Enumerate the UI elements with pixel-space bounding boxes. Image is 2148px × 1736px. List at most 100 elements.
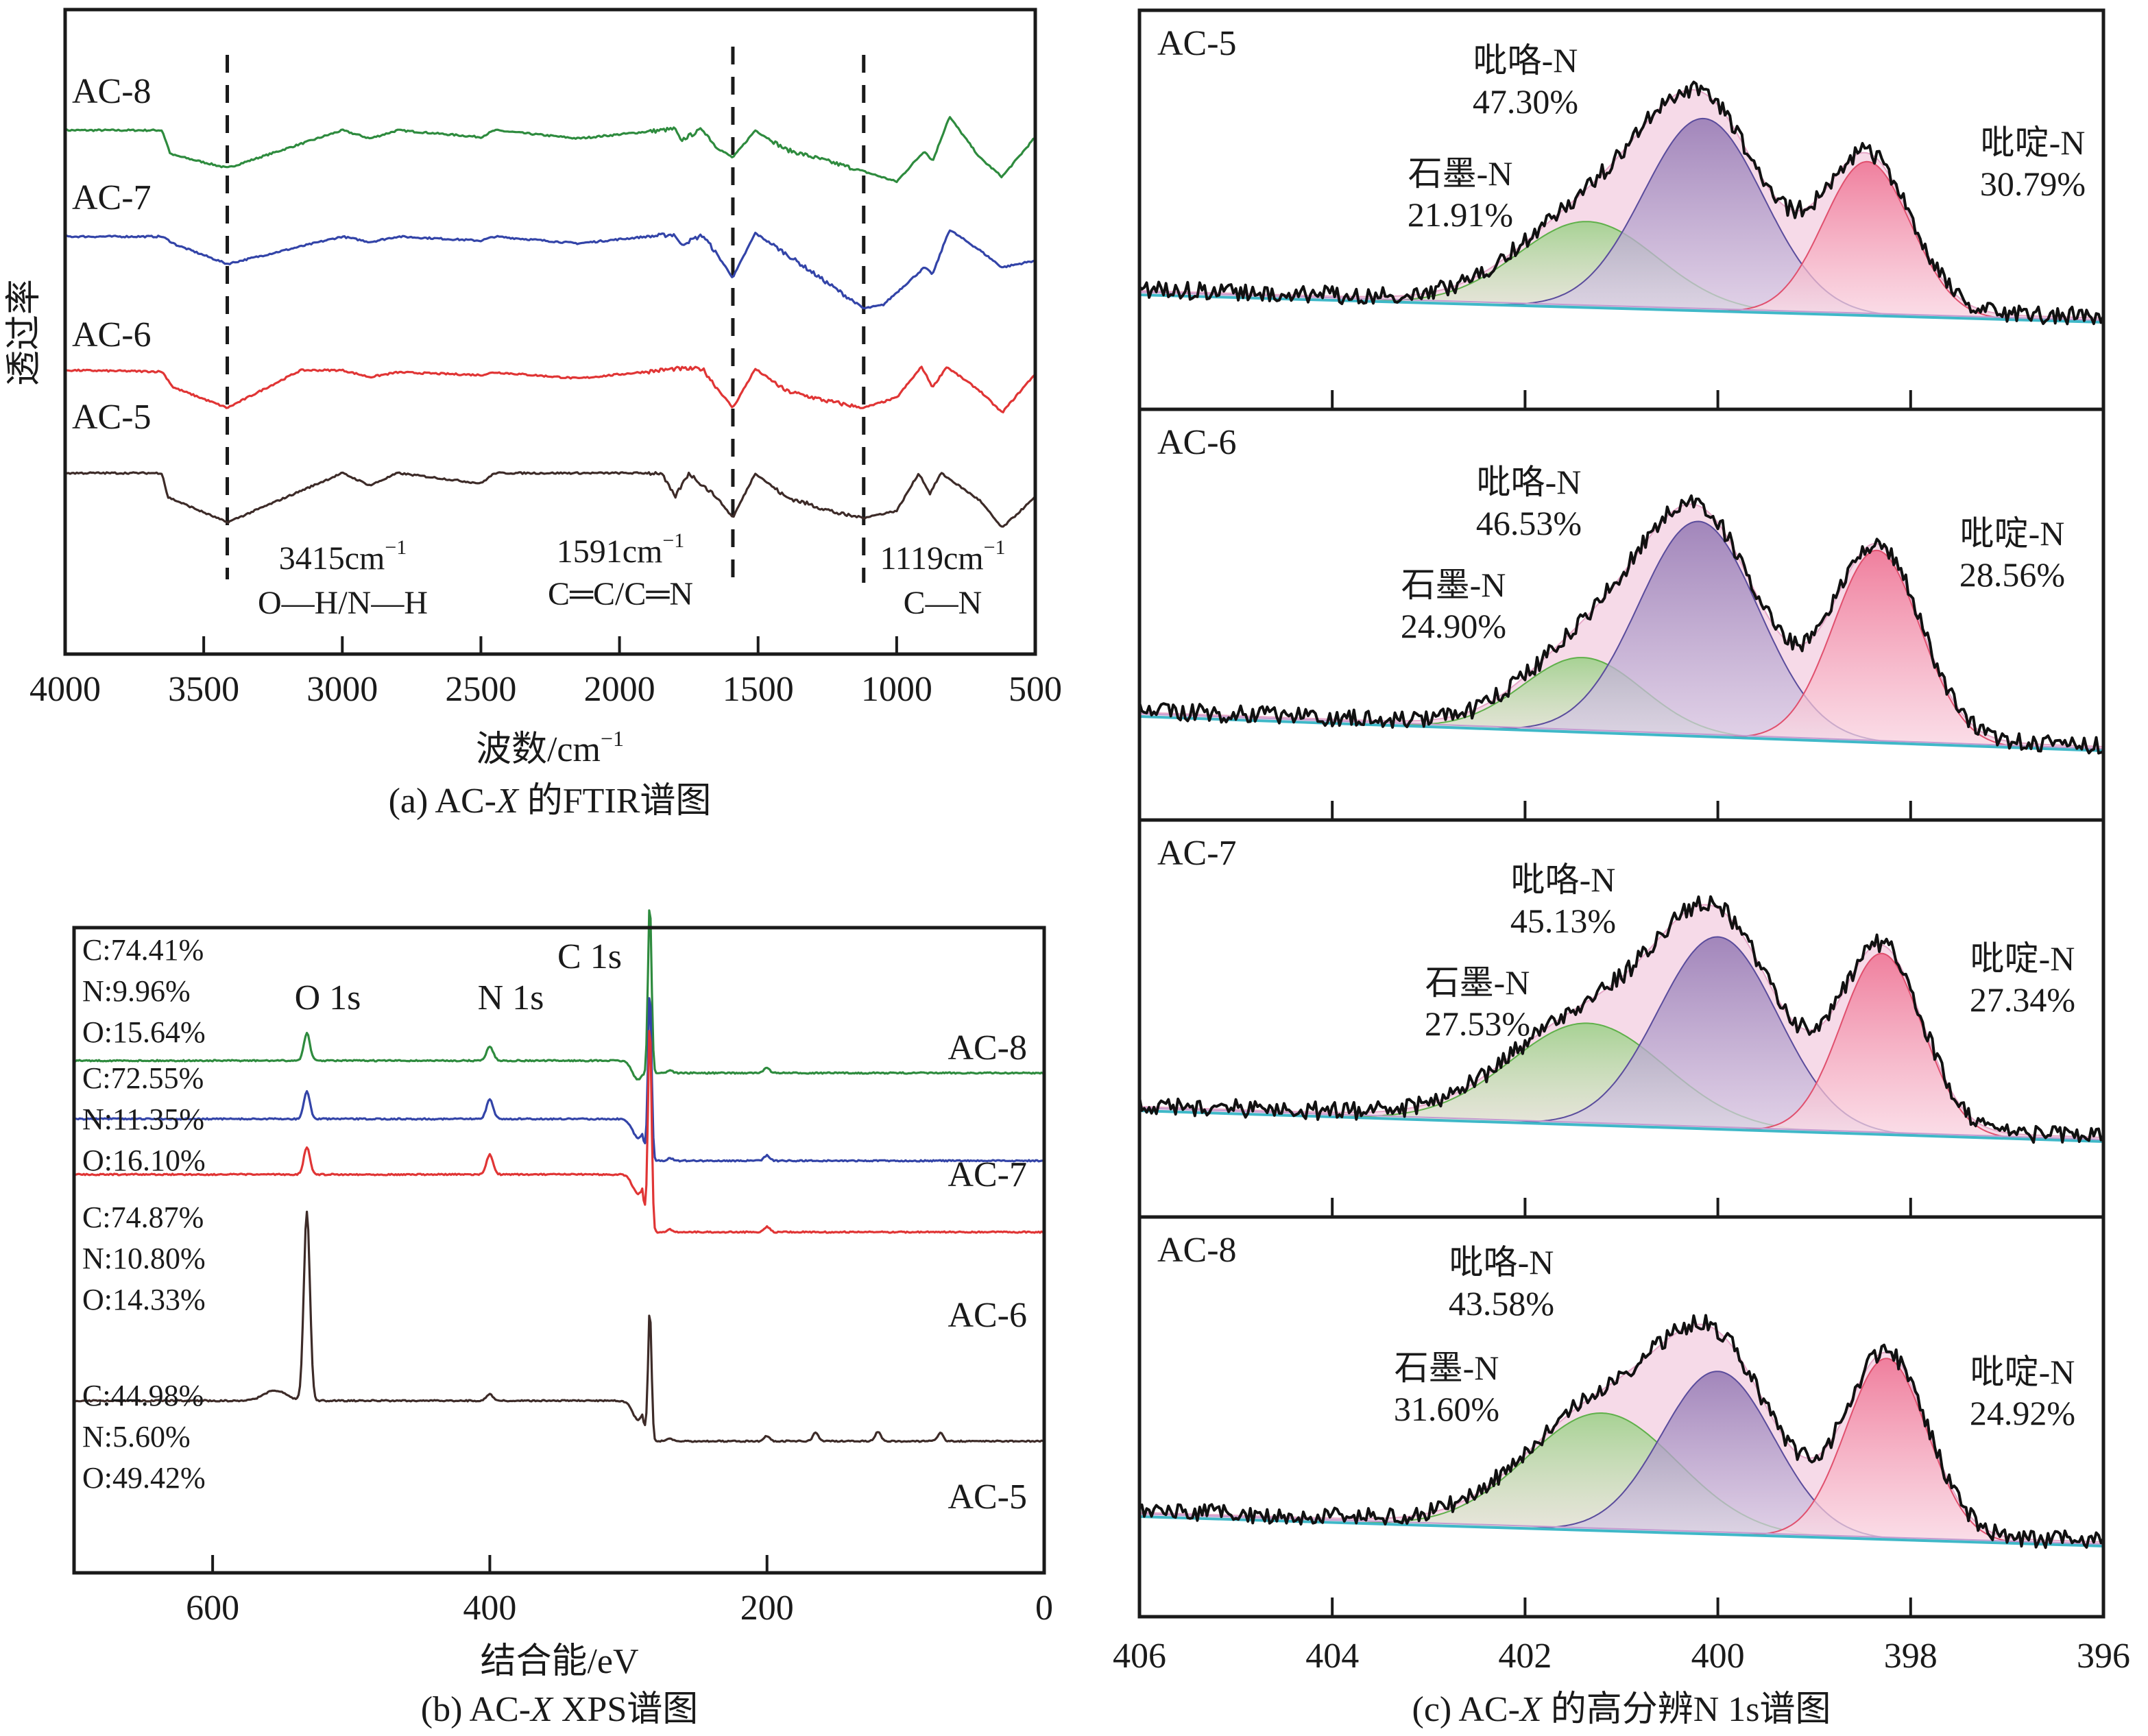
- xps-composition-text: C:72.55%: [82, 1061, 204, 1095]
- xps-line-ac-7: [73, 997, 1045, 1163]
- n1s-component-label: 吡咯-N: [1477, 463, 1582, 501]
- n1s-component-percent: 24.92%: [1970, 1394, 2075, 1432]
- n1s-component-percent: 46.53%: [1476, 504, 1582, 542]
- n1s-component-percent: 45.13%: [1510, 902, 1616, 940]
- n1s-component-label: 石墨-N: [1408, 154, 1513, 193]
- xps-composition-text: N:5.60%: [82, 1420, 191, 1454]
- n1s-component-label: 吡啶-N: [1970, 1353, 2075, 1391]
- n1s-tick-label: 400: [1691, 1637, 1745, 1676]
- n1s-tick-label: 398: [1884, 1637, 1938, 1676]
- xps-series-label: AC-7: [948, 1155, 1027, 1194]
- n1s-component-label: 石墨-N: [1401, 566, 1506, 604]
- ftir-series-labels: AC-8 AC-7 AC-6 AC-5: [72, 72, 152, 437]
- xps-composition-text: C:74.41%: [82, 933, 204, 967]
- xps-composition-text: C:74.87%: [82, 1201, 204, 1234]
- xps-line-ac-8: [73, 909, 1045, 1081]
- n1s-component-label: 吡咯-N: [1511, 860, 1616, 899]
- xps-line-ac-6: [73, 1030, 1045, 1234]
- xps-composition-text: N:9.96%: [82, 974, 191, 1008]
- ftir-annotation-lines: [226, 47, 866, 583]
- xps-panel: C:74.41% N:9.96% O:15.64% C:72.55% N:11.35% O…: [72, 909, 1053, 1729]
- n1s-x-ticks: 406 404 402 400 398 396: [1113, 1637, 2130, 1676]
- n1s-baseline-secondary: [1139, 291, 2104, 321]
- n1s-sample-label: AC-5: [1157, 24, 1237, 63]
- xps-tick-label: 600: [186, 1589, 239, 1628]
- n1s-component-percent: 21.91%: [1408, 195, 1513, 234]
- ftir-annotation-sup: −1: [984, 536, 1006, 559]
- ftir-series-label: AC-8: [72, 72, 152, 111]
- n1s-component-label: 石墨-N: [1425, 963, 1530, 1002]
- xps-composition-text: O:16.10%: [82, 1144, 206, 1177]
- n1s-component-percent: 31.60%: [1394, 1390, 1499, 1428]
- xps-peak-label: O 1s: [295, 978, 361, 1017]
- n1s-raw-data: [1138, 494, 2104, 755]
- ftir-annotation-bond: O—H/N—H: [258, 585, 428, 621]
- ftir-line-ac-5: [64, 471, 1036, 528]
- ftir-tick-label: 2500: [445, 670, 516, 709]
- xps-peak-label: C 1s: [557, 937, 622, 976]
- n1s-raw-data: [1138, 80, 2105, 326]
- n1s-component-label: 吡咯-N: [1449, 1243, 1554, 1281]
- n1s-subplot-ac-5: AC-5 石墨-N21.91% 吡咯-N47.30% 吡啶-N30.79%: [1138, 24, 2105, 411]
- n1s-tick-label: 402: [1498, 1637, 1552, 1676]
- xps-series: [73, 909, 1045, 1443]
- ftir-annotation-value: 3415cm: [279, 540, 385, 577]
- ftir-panel: 透过率 AC-8AC-7AC-6AC-5 3415cm−1O—H/N—H1591…: [5, 8, 1062, 821]
- ftir-line-ac-8: [64, 116, 1035, 184]
- xps-series-label: AC-6: [948, 1296, 1027, 1335]
- xps-series-label: AC-5: [948, 1478, 1027, 1517]
- ftir-series: [64, 116, 1036, 528]
- ftir-tick-label: 2000: [584, 670, 655, 709]
- n1s-tick-label: 404: [1305, 1637, 1359, 1676]
- xps-tick-label: 400: [463, 1589, 516, 1628]
- n1s-tick-label: 406: [1113, 1637, 1166, 1676]
- ftir-tick-label: 1500: [723, 670, 794, 709]
- ftir-annotation-value: 1119cm: [880, 540, 984, 577]
- n1s-sample-label: AC-6: [1157, 423, 1237, 462]
- n1s-sample-label: AC-8: [1157, 1231, 1237, 1270]
- n1s-component-label: 吡咯-N: [1473, 41, 1578, 80]
- n1s-component-label: 吡啶-N: [1960, 514, 2065, 553]
- ftir-frame: [63, 8, 1037, 656]
- ftir-annotation-bond: C—N: [904, 585, 982, 621]
- n1s-component-label: 石墨-N: [1395, 1349, 1499, 1387]
- n1s-component-percent: 24.90%: [1401, 607, 1506, 645]
- ftir-annotation-value: 1591cm: [557, 533, 663, 570]
- n1s-component-percent: 30.79%: [1980, 165, 2086, 203]
- xps-frame: [72, 926, 1046, 1575]
- n1s-component-percent: 27.53%: [1425, 1004, 1530, 1043]
- ftir-line-ac-7: [64, 229, 1035, 310]
- xps-composition-text: O:14.33%: [82, 1283, 206, 1316]
- n1s-sample-label: AC-7: [1157, 834, 1237, 873]
- ftir-tick-label: 3000: [306, 670, 378, 709]
- ftir-annotation-sup: −1: [385, 536, 407, 559]
- n1s-caption: (c) AC-X 的高分辨N 1s谱图: [1412, 1690, 1831, 1729]
- xps-x-ticks: 600 400 200 0: [186, 1555, 1053, 1628]
- ftir-caption: (a) AC-X 的FTIR谱图: [389, 782, 712, 821]
- xps-composition-labels: C:74.41% N:9.96% O:15.64% C:72.55% N:11.35% O…: [82, 933, 206, 1495]
- xps-caption: (b) AC-X XPS谱图: [421, 1690, 699, 1729]
- n1s-component-percent: 47.30%: [1473, 82, 1578, 121]
- n1s-frame: [1137, 8, 2105, 1619]
- xps-series-labels: AC-8 AC-7 AC-6 AC-5: [948, 1028, 1027, 1517]
- n1s-subplot-ac-8: AC-8 石墨-N31.60% 吡咯-N43.58% 吡啶-N24.92%: [1138, 1231, 2105, 1617]
- ftir-annotation-wavenumber: 1119cm−1: [880, 536, 1006, 577]
- n1s-component-label: 吡啶-N: [1970, 939, 2075, 978]
- xps-tick-label: 0: [1035, 1589, 1053, 1628]
- n1s-component-label: 吡啶-N: [1981, 123, 2086, 162]
- ftir-ylabel: 透过率: [5, 279, 44, 386]
- xps-tick-label: 200: [740, 1589, 794, 1628]
- xps-composition-text: N:10.80%: [82, 1242, 206, 1275]
- ftir-line-ac-6: [64, 365, 1036, 413]
- n1s-panel: AC-5石墨-N21.91%吡咯-N47.30%吡啶-N30.79%AC-6石墨…: [1113, 8, 2130, 1729]
- n1s-subplot-ac-7: AC-7 石墨-N27.53% 吡咯-N45.13% 吡啶-N27.34%: [1138, 834, 2105, 1219]
- xps-composition-text: O:15.64%: [82, 1015, 206, 1049]
- ftir-annotation-bond: C═C/C═N: [548, 576, 693, 612]
- n1s-component-percent: 27.34%: [1970, 980, 2075, 1019]
- ftir-tick-label: 3500: [168, 670, 239, 709]
- ftir-tick-label: 1000: [861, 670, 932, 709]
- ftir-annotation-sup: −1: [662, 529, 684, 552]
- xps-composition-text: C:44.98%: [82, 1379, 204, 1412]
- ftir-annotation-wavenumber: 1591cm−1: [557, 529, 685, 570]
